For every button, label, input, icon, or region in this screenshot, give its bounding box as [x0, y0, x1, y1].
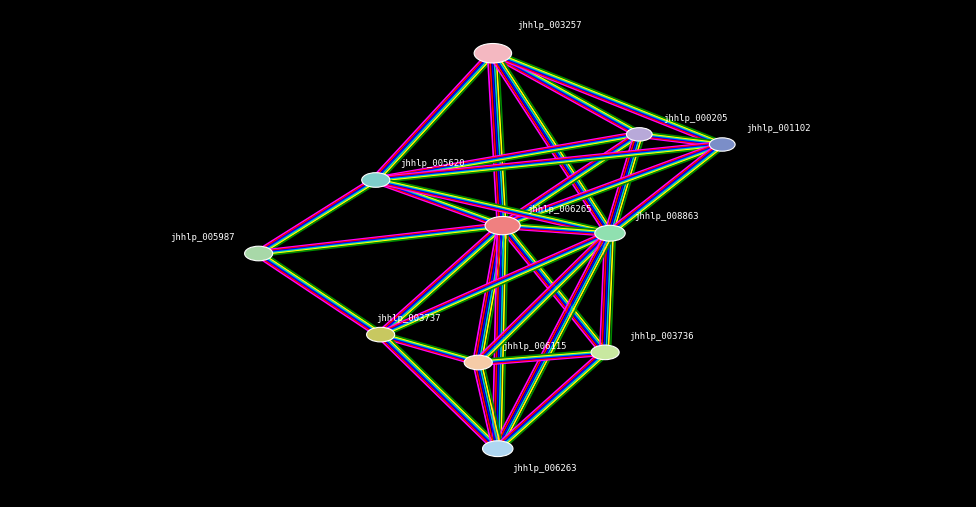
- Circle shape: [362, 173, 389, 187]
- Text: jhhlp_005987: jhhlp_005987: [170, 233, 234, 242]
- Text: jhhlp_001102: jhhlp_001102: [747, 124, 811, 133]
- Circle shape: [482, 441, 513, 457]
- Text: jhhlp_006263: jhhlp_006263: [512, 464, 577, 474]
- Text: jhhlp_003257: jhhlp_003257: [517, 21, 582, 30]
- Text: jhhlp_005620: jhhlp_005620: [400, 159, 465, 168]
- Circle shape: [710, 138, 735, 151]
- Text: jhhlp_006265: jhhlp_006265: [527, 205, 591, 214]
- Text: jhhlp_000205: jhhlp_000205: [664, 114, 728, 123]
- Circle shape: [474, 44, 511, 63]
- Circle shape: [591, 345, 619, 359]
- Text: jhhlp_006115: jhhlp_006115: [503, 342, 567, 351]
- Circle shape: [485, 216, 520, 235]
- Text: jhhlp_003737: jhhlp_003737: [376, 314, 440, 323]
- Circle shape: [627, 128, 652, 141]
- Circle shape: [465, 355, 492, 370]
- Circle shape: [245, 246, 272, 261]
- Circle shape: [367, 328, 394, 342]
- Text: jhhlp_003736: jhhlp_003736: [630, 332, 694, 341]
- Circle shape: [594, 225, 626, 241]
- Text: jhhlp_008863: jhhlp_008863: [634, 212, 699, 222]
